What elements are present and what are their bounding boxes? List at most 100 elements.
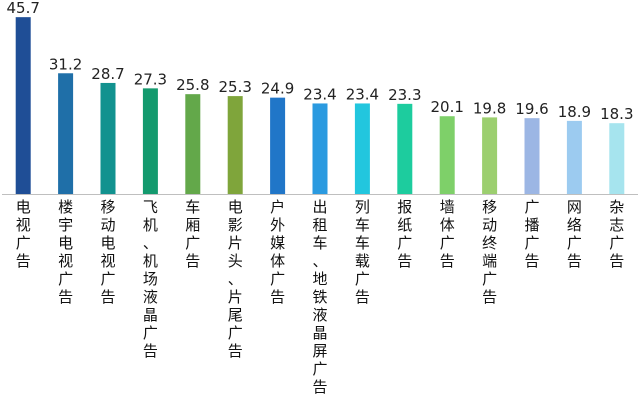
category-label-char: 厢 bbox=[185, 216, 200, 234]
category-label-char: 屏 bbox=[312, 342, 327, 360]
category-label-char: 、 bbox=[312, 252, 327, 270]
category-label-char: 尾 bbox=[228, 306, 243, 324]
category-label-char: 广 bbox=[312, 360, 327, 378]
category-label-char: 载 bbox=[355, 252, 370, 270]
category-label-char: 告 bbox=[482, 288, 497, 306]
category-label-char: 广 bbox=[16, 234, 31, 252]
category-label-char: 移 bbox=[100, 198, 115, 216]
bar bbox=[100, 82, 116, 194]
category-label: 车厢广告 bbox=[185, 198, 200, 270]
category-label-char: 广 bbox=[185, 234, 200, 252]
category-label-char: 告 bbox=[270, 288, 285, 306]
category-label-char: 晶 bbox=[312, 324, 327, 342]
bar-value-label: 19.6 bbox=[515, 100, 548, 118]
category-label-char: 广 bbox=[567, 234, 582, 252]
bar bbox=[142, 88, 158, 194]
bar bbox=[312, 103, 328, 194]
bar-value-label: 25.3 bbox=[218, 78, 251, 96]
bar-value-label: 23.4 bbox=[346, 85, 379, 103]
category-label: 列车车载广告 bbox=[355, 198, 370, 306]
category-label: 移动终端广告 bbox=[482, 198, 497, 306]
category-label-char: 移 bbox=[482, 198, 497, 216]
category-label-char: 广 bbox=[609, 234, 624, 252]
category-label-char: 网 bbox=[567, 198, 582, 216]
category-label-char: 片 bbox=[228, 234, 243, 252]
category-label-char: 液 bbox=[143, 288, 158, 306]
category-label-char: 出 bbox=[312, 198, 327, 216]
category-label-char: 、 bbox=[143, 234, 158, 252]
category-label-char: 电 bbox=[100, 234, 115, 252]
category-label: 广播广告 bbox=[524, 198, 539, 270]
category-label-char: 告 bbox=[567, 252, 582, 270]
category-label-char: 体 bbox=[270, 252, 285, 270]
category-label-char: 告 bbox=[100, 288, 115, 306]
bar bbox=[185, 94, 201, 194]
category-label-char: 车 bbox=[355, 234, 370, 252]
bar-value-label: 18.9 bbox=[558, 103, 591, 121]
bar bbox=[58, 73, 74, 194]
category-label-char: 电 bbox=[16, 198, 31, 216]
category-label-char: 户 bbox=[270, 198, 285, 216]
category-label-char: 墙 bbox=[440, 198, 455, 216]
category-label-char: 场 bbox=[143, 270, 158, 288]
category-label-char: 楼 bbox=[58, 198, 73, 216]
bar bbox=[566, 120, 582, 194]
category-label-char: 铁 bbox=[312, 288, 327, 306]
category-label-char: 告 bbox=[524, 252, 539, 270]
category-label-char: 广 bbox=[143, 324, 158, 342]
category-label-char: 头 bbox=[228, 252, 243, 270]
category-label-char: 飞 bbox=[143, 198, 158, 216]
category-label: 电视广告 bbox=[16, 198, 31, 270]
category-label-char: 广 bbox=[440, 234, 455, 252]
category-label-char: 告 bbox=[228, 342, 243, 360]
category-label-char: 广 bbox=[228, 324, 243, 342]
bar-value-label: 20.1 bbox=[430, 98, 463, 116]
category-label-char: 租 bbox=[312, 216, 327, 234]
category-label-char: 志 bbox=[609, 216, 624, 234]
category-label-char: 片 bbox=[228, 288, 243, 306]
category-label-char: 告 bbox=[143, 342, 158, 360]
category-label-char: 视 bbox=[16, 216, 31, 234]
category-label: 移动电视广告 bbox=[100, 198, 115, 306]
category-label-char: 体 bbox=[440, 216, 455, 234]
category-label-char: 告 bbox=[397, 252, 412, 270]
category-label-char: 告 bbox=[312, 378, 327, 396]
category-label-char: 电 bbox=[58, 234, 73, 252]
bar-value-label: 19.8 bbox=[473, 99, 506, 117]
category-label: 楼宇电视广告 bbox=[58, 198, 73, 306]
bars-group bbox=[15, 17, 625, 194]
category-label: 墙体广告 bbox=[440, 198, 455, 270]
bar bbox=[482, 117, 498, 194]
category-label-char: 列 bbox=[355, 198, 370, 216]
category-label-char: 机 bbox=[143, 252, 158, 270]
bar-value-label: 25.8 bbox=[176, 76, 209, 94]
category-label-char: 动 bbox=[100, 216, 115, 234]
value-labels-group: 45.7 31.2 28.7 27.3 25.8 25.3 24.9 23.4 23.4 23.3… bbox=[6, 0, 633, 123]
bar bbox=[397, 103, 413, 194]
category-label-char: 播 bbox=[524, 216, 539, 234]
category-label-char: 端 bbox=[482, 252, 497, 270]
category-label-char: 晶 bbox=[143, 306, 158, 324]
category-label-char: 广 bbox=[397, 234, 412, 252]
category-label-char: 广 bbox=[58, 270, 73, 288]
category-label: 电影片头、片尾广告 bbox=[228, 198, 243, 360]
category-label-char: 车 bbox=[312, 234, 327, 252]
bar-value-label: 24.9 bbox=[261, 80, 294, 98]
category-labels-group: 电视广告楼宇电视广告移动电视广告飞机、机场液晶广告车厢广告电影片头、片尾广告户外… bbox=[16, 198, 625, 396]
category-label-char: 媒 bbox=[270, 234, 285, 252]
category-label: 出租车、地铁液晶屏广告 bbox=[312, 198, 327, 396]
bar bbox=[439, 116, 455, 194]
category-label-char: 车 bbox=[185, 198, 200, 216]
category-label-char: 告 bbox=[355, 288, 370, 306]
category-label-char: 电 bbox=[228, 198, 243, 216]
category-label-char: 动 bbox=[482, 216, 497, 234]
category-label-char: 视 bbox=[58, 252, 73, 270]
category-label-char: 纸 bbox=[397, 216, 412, 234]
category-label-char: 广 bbox=[524, 234, 539, 252]
category-label-char: 广 bbox=[355, 270, 370, 288]
bar bbox=[15, 17, 31, 194]
category-label-char: 外 bbox=[270, 216, 285, 234]
category-label: 报纸广告 bbox=[397, 198, 412, 270]
category-label-char: 终 bbox=[482, 234, 497, 252]
category-label-char: 告 bbox=[185, 252, 200, 270]
